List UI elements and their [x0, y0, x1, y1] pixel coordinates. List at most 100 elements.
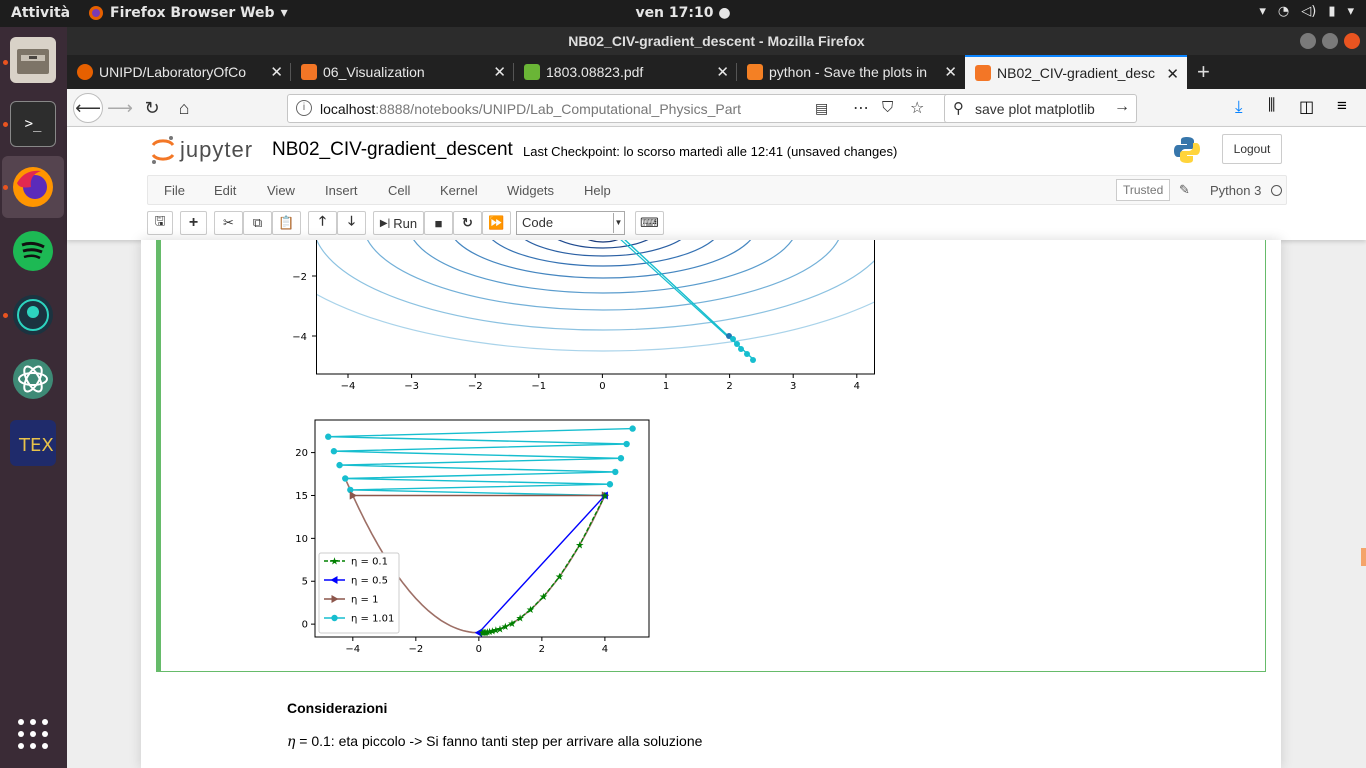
- library-icon[interactable]: ⫼: [1268, 97, 1276, 114]
- menu-cell[interactable]: Cell: [388, 183, 411, 198]
- copy-icon[interactable]: ⧉: [243, 211, 272, 235]
- gradient-descent-chart: ★★★★★★★★★★★★★★★★★ 0 5 10 15 20 −4 −2 0 2 4 ★ η = …: [295, 419, 650, 655]
- menu-edit[interactable]: Edit: [214, 183, 237, 198]
- cell-type-select[interactable]: Code ▼: [516, 211, 625, 235]
- keyboard-icon[interactable]: ⌨: [635, 211, 664, 235]
- notebook-favicon-icon: [301, 64, 317, 80]
- app-menu-label: Firefox Browser Web: [110, 5, 275, 21]
- downloads-icon[interactable]: ⤓: [1235, 97, 1243, 116]
- cut-icon[interactable]: ✂: [214, 211, 243, 235]
- y-axis-ticks: −2 −4: [292, 272, 316, 343]
- menu-widgets[interactable]: Widgets: [507, 183, 554, 198]
- terminal-app-icon[interactable]: >_: [10, 101, 56, 147]
- edit-pencil-icon[interactable]: ✎: [1179, 182, 1190, 197]
- new-tab-button[interactable]: +: [1197, 59, 1210, 84]
- spotify-app-icon[interactable]: [10, 228, 56, 274]
- data-point: ★: [501, 622, 510, 633]
- menu-insert[interactable]: Insert: [325, 183, 358, 198]
- search-icon: ⚲: [953, 100, 964, 117]
- menu-view[interactable]: View: [267, 183, 295, 198]
- maximize-button[interactable]: [1322, 33, 1338, 49]
- trusted-badge[interactable]: Trusted: [1116, 179, 1171, 201]
- battery-icon: ▮: [1328, 4, 1336, 19]
- data-point: [617, 455, 625, 462]
- menu-kernel[interactable]: Kernel: [440, 183, 478, 198]
- sidebar-icon[interactable]: ◫: [1299, 99, 1315, 116]
- firefox-app-icon[interactable]: [10, 164, 56, 210]
- search-input[interactable]: save plot matplotlib: [975, 100, 1095, 117]
- paste-icon[interactable]: 📋: [272, 211, 301, 235]
- restart-icon[interactable]: ↻: [453, 211, 482, 235]
- home-button[interactable]: ⌂: [178, 97, 190, 118]
- url-bar[interactable]: i localhost:8888/notebooks/UNIPD/Lab_Com…: [287, 94, 1005, 123]
- tab-gradient-descent[interactable]: NB02_CIV-gradient_desc ✕: [965, 55, 1187, 89]
- close-tab-icon[interactable]: ✕: [1166, 66, 1179, 83]
- series-line: [478, 495, 606, 634]
- eta-text: = 0.1: eta piccolo -> Si fanno tanti ste…: [295, 733, 703, 749]
- reader-view-icon[interactable]: ▤: [815, 100, 829, 116]
- reload-button[interactable]: ↻: [144, 97, 160, 118]
- close-tab-icon[interactable]: ✕: [270, 64, 283, 81]
- chart-legend: ★ η = 0.1 η = 0.5 η = 1 η = 1.01: [318, 552, 400, 634]
- info-icon[interactable]: i: [296, 100, 312, 116]
- x-axis-ticks: −4 −3 −2 −1 0 1 2 3 4: [341, 374, 860, 392]
- markdown-paragraph: η = 0.1: eta piccolo -> Si fanno tanti s…: [287, 733, 702, 750]
- tab-visualization[interactable]: 06_Visualization ✕: [291, 55, 514, 89]
- launcher-dock: >_ TEX: [0, 27, 67, 768]
- notebook-name[interactable]: NB02_CIV-gradient_descent: [272, 139, 513, 160]
- close-tab-icon[interactable]: ✕: [716, 64, 729, 81]
- tab-pdf[interactable]: 1803.08823.pdf ✕: [514, 55, 737, 89]
- menu-help[interactable]: Help: [584, 183, 611, 198]
- tex-app-icon[interactable]: TEX: [10, 420, 56, 466]
- save-button[interactable]: 🖫: [147, 211, 173, 235]
- back-button[interactable]: ⟵: [73, 93, 103, 123]
- close-tab-icon[interactable]: ✕: [944, 64, 957, 81]
- run-button[interactable]: ▶| Run: [373, 211, 424, 235]
- data-point: [331, 595, 339, 603]
- pocket-icon[interactable]: ⛉: [882, 99, 894, 116]
- window-title: NB02_CIV-gradient_descent - Mozilla Fire…: [568, 33, 865, 49]
- x-tick-label: 0: [476, 644, 482, 655]
- stop-icon[interactable]: ■: [424, 211, 453, 235]
- data-point: ★: [485, 627, 494, 638]
- data-point: [330, 576, 338, 584]
- move-up-icon[interactable]: 🡑: [308, 211, 337, 235]
- x-tick-label: 0: [599, 381, 605, 392]
- logout-button[interactable]: Logout: [1222, 134, 1282, 164]
- search-bar[interactable]: ⚲ save plot matplotlib →: [944, 94, 1137, 123]
- data-point: [612, 468, 619, 476]
- stackoverflow-favicon-icon: [747, 64, 763, 80]
- show-applications-icon[interactable]: [10, 711, 56, 757]
- search-go-icon[interactable]: →: [1114, 98, 1130, 115]
- system-tray[interactable]: ▾ ◔ ◁) ▮ ▾: [1259, 4, 1354, 19]
- atom-app-icon[interactable]: [10, 356, 56, 402]
- gitkraken-app-icon[interactable]: [10, 292, 56, 338]
- menu-file[interactable]: File: [164, 183, 185, 198]
- insert-cell-button[interactable]: +: [180, 211, 207, 235]
- bookmark-star-icon[interactable]: ☆: [910, 100, 925, 117]
- move-down-icon[interactable]: 🡓: [337, 211, 366, 235]
- close-tab-icon[interactable]: ✕: [493, 64, 506, 81]
- code-cell-output[interactable]: [156, 240, 1266, 672]
- x-axis-ticks: −4 −2 0 2 4: [345, 637, 608, 655]
- hamburger-menu-icon[interactable]: ≡: [1337, 96, 1347, 115]
- clock[interactable]: ven 17:10 ●: [635, 5, 731, 21]
- minimize-button[interactable]: [1300, 33, 1316, 49]
- data-point: [331, 614, 338, 622]
- data-point: ★: [526, 605, 535, 616]
- x-tick-label: −2: [408, 644, 423, 655]
- files-app-icon[interactable]: [10, 37, 56, 83]
- forward-button[interactable]: ⟶: [107, 97, 133, 118]
- legend-label: η = 0.1: [351, 557, 388, 568]
- running-indicator: [3, 122, 8, 127]
- tab-unipd[interactable]: UNIPD/LaboratoryOfCo ✕: [67, 55, 291, 89]
- activities-button[interactable]: Attività: [11, 5, 71, 21]
- app-menu[interactable]: Firefox Browser Web ▾: [88, 5, 288, 21]
- data-point: ★: [483, 628, 492, 639]
- jupyter-logo[interactable]: jupyter: [150, 135, 253, 165]
- page-actions-icon[interactable]: ⋯: [853, 100, 869, 117]
- y-axis-ticks: 0 5 10 15 20: [295, 448, 315, 631]
- tab-stackoverflow[interactable]: python - Save the plots in ✕: [737, 55, 965, 89]
- fast-forward-icon[interactable]: ⏩: [482, 211, 511, 235]
- close-window-button[interactable]: [1344, 33, 1360, 49]
